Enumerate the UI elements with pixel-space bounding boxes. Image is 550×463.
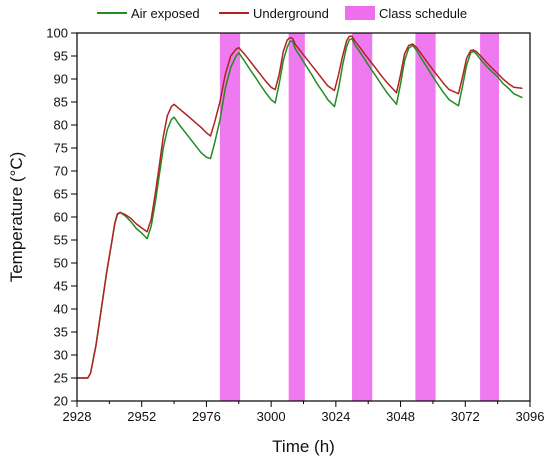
y-tick-label: 20 <box>54 394 68 409</box>
axes: 2928 2952 2976 3000 3024 3048 3072 3096 20 25 30 35… <box>46 26 544 425</box>
series-lines <box>76 35 523 379</box>
y-tick-label: 80 <box>54 118 68 133</box>
y-tick-label: 30 <box>54 348 68 363</box>
series-line-air-exposed <box>76 37 523 379</box>
y-tick-label: 25 <box>54 371 68 386</box>
y-tick-label: 65 <box>54 187 68 202</box>
x-tick-label: 3072 <box>451 409 480 424</box>
x-tick-label: 3048 <box>386 409 415 424</box>
legend-label: Underground <box>253 6 329 21</box>
y-tick-label: 70 <box>54 164 68 179</box>
legend: Air exposed Underground Class schedule <box>97 6 467 21</box>
x-tick-label: 2976 <box>192 409 221 424</box>
legend-swatch-class-schedule <box>345 6 375 20</box>
class-schedule-band-1 <box>288 33 305 401</box>
x-axis-label: Time (h) <box>272 437 335 456</box>
class-schedule-band-2 <box>352 33 373 401</box>
y-tick-label: 35 <box>54 325 68 340</box>
x-tick-label: 3024 <box>321 409 350 424</box>
x-tick-label: 2928 <box>63 409 92 424</box>
legend-label: Air exposed <box>131 6 200 21</box>
class-schedule-band-0 <box>219 33 241 401</box>
y-tick-label: 60 <box>54 210 68 225</box>
y-tick-label: 75 <box>54 141 68 156</box>
series-line-underground <box>76 35 523 379</box>
class-schedule-band-4 <box>480 33 499 401</box>
y-axis-label: Temperature (°C) <box>7 152 26 283</box>
x-tick-label: 3096 <box>516 409 545 424</box>
y-tick-label: 55 <box>54 233 68 248</box>
y-tick-label: 100 <box>46 26 68 41</box>
y-tick-label: 40 <box>54 302 68 317</box>
y-tick-label: 95 <box>54 49 68 64</box>
y-tick-label: 45 <box>54 279 68 294</box>
legend-label: Class schedule <box>379 6 467 21</box>
class-schedule-bands <box>219 33 499 401</box>
y-tick-label: 85 <box>54 95 68 110</box>
class-schedule-band-3 <box>415 33 436 401</box>
y-tick-label: 90 <box>54 72 68 87</box>
y-tick-label: 50 <box>54 256 68 271</box>
x-tick-label: 3000 <box>257 409 286 424</box>
x-tick-label: 2952 <box>127 409 156 424</box>
